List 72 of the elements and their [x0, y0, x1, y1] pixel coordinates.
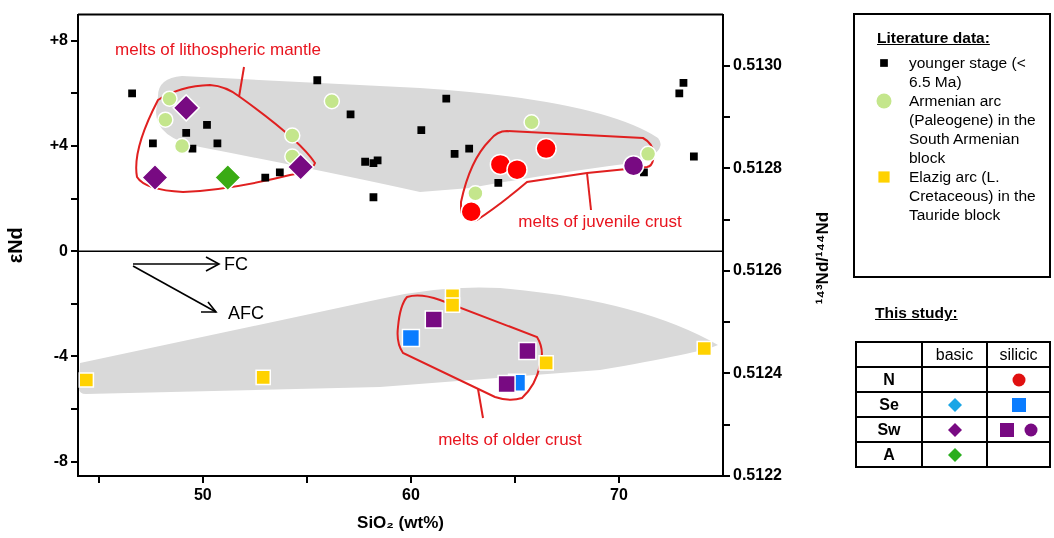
point [78, 372, 95, 388]
point [622, 154, 645, 177]
y2-tick-label: 0.5130 [733, 56, 783, 74]
x-tick-label: 70 [610, 486, 628, 504]
text: This study: [875, 304, 958, 322]
point [675, 89, 684, 98]
point [361, 157, 370, 166]
point [506, 158, 528, 181]
point [689, 152, 698, 161]
point [639, 145, 657, 163]
point [182, 128, 191, 137]
legend-label: younger stage (< 6.5 Ma) [909, 53, 1027, 91]
legend-label: Armenian arc (Paleogene) in the South Armenian block [909, 91, 1037, 167]
y-tick-label: +4 [49, 136, 69, 154]
point [444, 297, 461, 313]
point [494, 178, 503, 187]
annotation: melts of juvenile crust [518, 211, 682, 231]
point [128, 89, 136, 98]
point [255, 369, 271, 386]
point [313, 76, 322, 85]
point [417, 126, 426, 135]
y2-tick-label: 0.5122 [733, 466, 783, 484]
annotation: FC [224, 253, 248, 274]
y-axis-title: εNd [3, 227, 26, 264]
point [286, 153, 315, 181]
key-table: basic silicic N Se Sw A [855, 341, 1051, 468]
point [369, 193, 378, 202]
point [538, 355, 554, 371]
point [518, 341, 537, 361]
y2-tick-label: 0.5124 [733, 363, 783, 381]
point [696, 340, 713, 357]
point [284, 127, 301, 144]
y-tick-label: +8 [49, 31, 69, 49]
point [172, 94, 200, 122]
point [141, 163, 169, 192]
point [442, 94, 451, 103]
point [535, 137, 557, 160]
point [424, 310, 444, 329]
point [323, 93, 341, 110]
point [450, 149, 459, 158]
y2-tick-label: 0.5126 [733, 261, 783, 279]
point [161, 90, 178, 107]
annotation: AFC [228, 302, 264, 323]
point [149, 139, 157, 148]
legend-title: Literature data: [877, 29, 991, 47]
point [401, 328, 421, 348]
point [275, 168, 284, 177]
point [214, 163, 242, 192]
legend-label: Elazig arc (L. Cretaceous) in the Tauride block [909, 167, 1037, 224]
point [465, 144, 474, 153]
x-tick-label: 50 [193, 486, 212, 504]
y2-axis-title: ¹⁴³Nd/¹⁴⁴Nd [812, 211, 832, 305]
point [460, 200, 482, 223]
annotation: melts of lithospheric mantle [115, 39, 321, 59]
x-tick-label: 60 [402, 486, 420, 504]
y-tick-label: -8 [53, 451, 69, 469]
y2-tick-label: 0.5128 [733, 158, 783, 176]
point [213, 139, 222, 148]
point [261, 173, 270, 182]
point [523, 114, 540, 131]
point [157, 111, 174, 128]
point [173, 137, 191, 155]
annotation: melts of older crust [438, 429, 583, 449]
point [489, 153, 512, 176]
x-axis-title: SiO₂ (wt%) [357, 513, 444, 533]
point [203, 121, 211, 129]
point [467, 185, 484, 202]
y-tick-label: 0 [59, 241, 69, 259]
point [497, 374, 516, 394]
y-tick-label: -4 [53, 346, 69, 364]
point [679, 78, 688, 87]
point [373, 156, 382, 165]
